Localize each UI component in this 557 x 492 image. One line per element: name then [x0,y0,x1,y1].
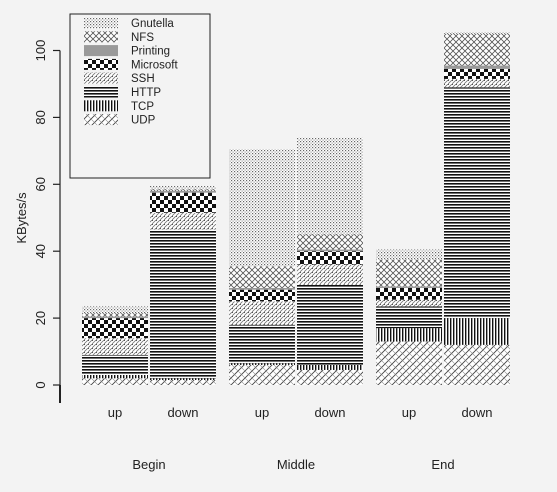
bar-segment-tcp [376,328,442,342]
bar-segment-nfs [444,33,510,66]
bar-segment-udp [297,369,363,385]
y-tick-label: 20 [33,311,48,325]
bar-segment-http [376,306,442,329]
group-label: End [431,457,454,472]
bar-label: down [461,405,492,420]
y-tick-label: 80 [33,110,48,124]
bar-segment-http [150,229,216,379]
bar-segment-microsoft [297,251,363,265]
y-tick-label: 100 [33,40,48,62]
bar-label: up [255,405,269,420]
bar-segment-microsoft [229,289,295,302]
bar-segment-http [444,87,510,319]
bar-segment-microsoft [150,192,216,213]
legend-label-printing: Printing [131,46,170,58]
y-tick-label: 60 [33,177,48,191]
bar-segment-gnutella [376,249,442,260]
bar-segment-udp [444,344,510,385]
bar-middle-down [297,137,363,385]
legend-swatch-ssh [84,72,118,84]
bar-segment-tcp [229,363,295,365]
bar-end-up [376,249,442,385]
bar-segment-udp [229,364,295,385]
bar-label: down [314,405,345,420]
bar-segment-printing [150,190,216,193]
bar-segment-http [82,354,148,375]
legend-swatch-udp [84,114,118,126]
y-tick-label: 0 [33,381,48,388]
bar-segment-tcp [82,374,148,379]
bar-segment-nfs [229,266,295,288]
legend-label-microsoft: Microsoft [131,59,178,71]
y-tick-label: 40 [33,244,48,258]
bar-segment-nfs [82,313,148,317]
bar-segment-udp [82,378,148,385]
group-label: Begin [132,457,165,472]
bar-segment-printing [229,287,295,290]
bar-segment-udp [150,379,216,385]
bar-segment-http [229,324,295,364]
bar-segment-gnutella [150,185,216,190]
bar-segment-ssh [229,301,295,325]
bar-segment-microsoft [376,287,442,300]
bar-segment-printing [82,316,148,319]
bar-begin-down [150,185,216,385]
x-axis-labels: up down up down up down Begin Middle End [108,405,493,472]
y-axis: 0 20 40 60 80 100 [33,40,61,403]
bar-label: up [108,405,122,420]
bar-segment-ssh [444,78,510,88]
legend-swatch-microsoft [84,58,118,70]
legend-label-tcp: TCP [131,101,154,113]
bar-segment-gnutella [229,149,295,267]
bar-segment-printing [444,65,510,69]
bar-label: down [167,405,198,420]
bar-segment-microsoft [444,68,510,79]
bar-segment-printing [297,249,363,252]
bar-segment-printing [376,286,442,288]
bar-segment-nfs [376,259,442,287]
legend-swatch-printing [84,45,118,57]
legend-swatch-http [84,86,118,98]
bar-segment-tcp [150,378,216,380]
bar-segment-tcp [297,364,363,370]
legend-box [69,13,211,179]
bar-middle-up [229,149,295,385]
legend-label-gnutella: Gnutella [131,18,174,30]
bar-segment-gnutella [444,32,510,34]
bar-segment-nfs [150,189,216,191]
bar-segment-ssh [82,338,148,355]
legend-label-http: HTTP [131,87,161,99]
bar-begin-up [82,306,148,385]
y-axis-label: KBytes/s [14,192,29,244]
bar-end-down [444,32,510,385]
bar-segment-nfs [297,234,363,250]
bar-label: up [402,405,416,420]
legend-label-ssh: SSH [131,73,155,85]
bar-segment-microsoft [82,318,148,339]
bar-segment-gnutella [297,137,363,235]
bars-layer [82,32,510,385]
legend-swatch-nfs [84,31,118,43]
group-label: Middle [277,457,315,472]
bar-segment-http [297,284,363,365]
legend-label-nfs: NFS [131,32,154,44]
bar-segment-udp [376,341,442,385]
bar-segment-tcp [444,318,510,345]
bar-segment-gnutella [82,306,148,314]
bar-segment-ssh [150,212,216,230]
legend-label-udp: UDP [131,115,156,127]
legend-swatch-gnutella [84,17,118,29]
bar-segment-ssh [297,264,363,285]
bar-segment-ssh [376,299,442,307]
legend-swatch-tcp [84,100,118,112]
